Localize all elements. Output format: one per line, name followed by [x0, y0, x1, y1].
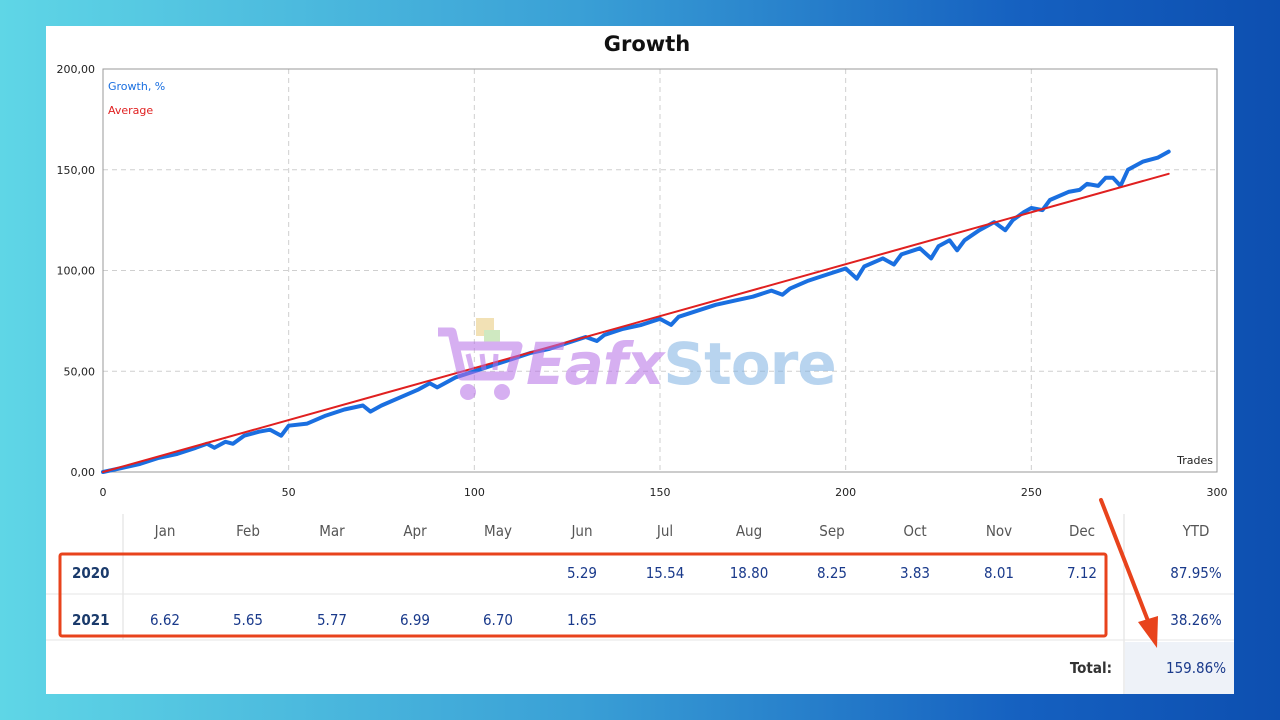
month-value: 5.29 — [567, 564, 597, 582]
month-value: 7.12 — [1067, 564, 1097, 582]
ytd-value: 38.26% — [1170, 611, 1222, 629]
plot-frame — [102, 68, 1218, 473]
month-value: 18.80 — [730, 564, 769, 582]
y-tick-label: 50,00 — [64, 365, 96, 378]
watermark-part2: Store — [663, 330, 836, 398]
y-tick-label: 200,00 — [57, 63, 96, 76]
growth-chart: 0 50 100 150 200 250 300 0,00 50,00 100,00 150,00 2… — [46, 32, 1234, 694]
x-tick-label: 50 — [282, 486, 296, 499]
month-value: 5.65 — [233, 611, 263, 629]
highlight-arrow — [1099, 498, 1152, 628]
cart-icon — [438, 318, 523, 400]
month-value: 5.77 — [317, 611, 347, 629]
x-tick-label: 150 — [650, 486, 671, 499]
year-label: 2020 — [72, 564, 110, 582]
series-line-growth — [101, 149, 1171, 474]
ytd-value: 87.95% — [1170, 564, 1222, 582]
month-value: 15.54 — [646, 564, 685, 582]
watermark-part1: Eafx — [526, 330, 664, 398]
month-header: Aug — [736, 522, 762, 540]
highlight-box — [58, 552, 1108, 638]
month-header: Dec — [1069, 522, 1095, 540]
x-tick-label: 0 — [100, 486, 107, 499]
month-value: 6.70 — [483, 611, 513, 629]
chart-grid — [103, 69, 1217, 472]
month-header: Oct — [903, 522, 926, 540]
month-value: 8.01 — [984, 564, 1014, 582]
x-tick-label: 300 — [1207, 486, 1228, 499]
total-label: Total: — [1070, 659, 1112, 677]
ytd-header: YTD — [1182, 522, 1210, 540]
month-header: Jun — [570, 522, 592, 540]
month-header: Apr — [403, 522, 427, 540]
series-line-average — [102, 172, 1170, 473]
growth-card: 0 50 100 150 200 250 300 0,00 50,00 100,00 150,00 2… — [46, 26, 1234, 694]
x-tick-label: 200 — [835, 486, 856, 499]
x-tick-label: 250 — [1021, 486, 1042, 499]
legend-entry: Growth, % — [108, 80, 165, 93]
month-value: 6.99 — [400, 611, 430, 629]
y-tick-label: 0,00 — [71, 466, 96, 479]
x-tick-label: 100 — [464, 486, 485, 499]
arrow-head-icon — [1138, 616, 1158, 648]
month-header: Sep — [819, 522, 844, 540]
chart-axes — [102, 68, 1218, 473]
month-header: May — [484, 522, 512, 540]
chart-title: Growth — [604, 32, 690, 56]
month-header: Mar — [319, 522, 345, 540]
month-value: 1.65 — [567, 611, 597, 629]
total-value: 159.86% — [1166, 659, 1226, 677]
month-value: 6.62 — [150, 611, 180, 629]
total-cell-bg — [1125, 642, 1234, 694]
y-tick-label: 100,00 — [57, 265, 96, 278]
year-label: 2021 — [72, 611, 110, 629]
month-header: Jan — [154, 522, 176, 540]
month-value: 8.25 — [817, 564, 847, 582]
month-header: Feb — [236, 522, 260, 540]
month-header: Jul — [656, 522, 673, 540]
month-value: 3.83 — [900, 564, 930, 582]
chart-series — [101, 149, 1171, 474]
chart-labels: 0 50 100 150 200 250 300 0,00 50,00 100,00 150,00 2… — [57, 32, 1228, 499]
annotations — [58, 498, 1158, 648]
eafx-store-watermark: EafxStore — [432, 312, 852, 412]
month-header: Nov — [986, 522, 1012, 540]
monthly-table: Jan Feb Mar Apr May Jun Jul Aug Sep Oct Nov Dec YTD 2… — [46, 514, 1234, 694]
y-tick-label: 150,00 — [57, 164, 96, 177]
legend-entry: Average — [108, 104, 153, 117]
x-axis-label: Trades — [1176, 454, 1213, 467]
